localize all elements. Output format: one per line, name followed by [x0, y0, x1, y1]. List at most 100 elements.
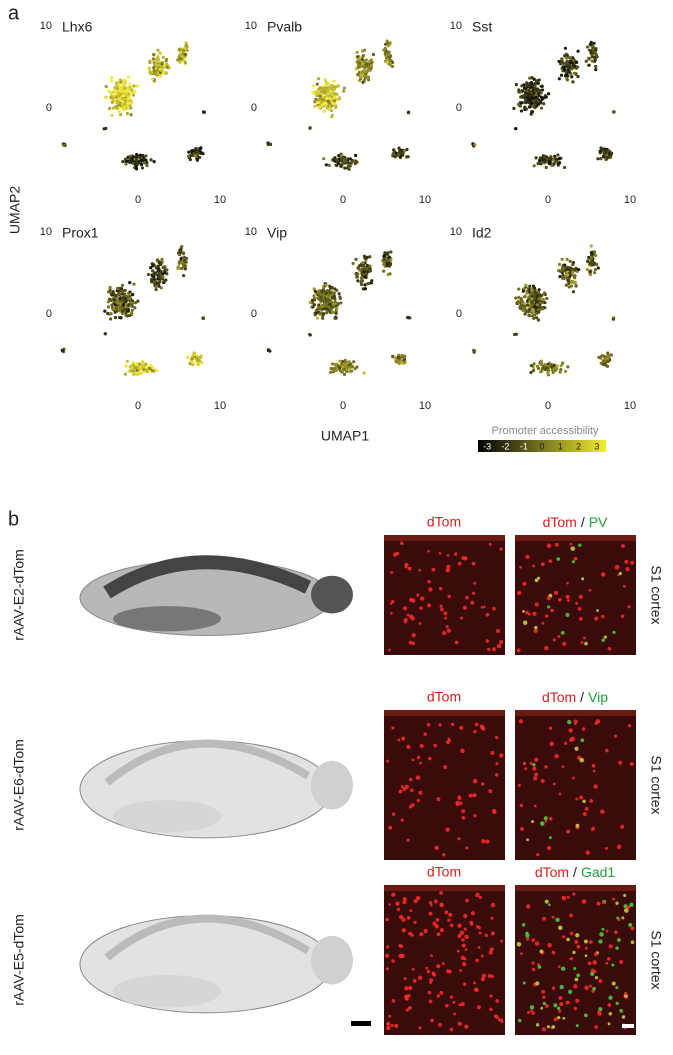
cell — [386, 1026, 390, 1030]
title-separator: / — [580, 689, 584, 705]
cell-point — [121, 160, 124, 163]
cell — [578, 607, 582, 611]
cell-point — [573, 64, 576, 67]
cell — [428, 991, 432, 995]
cell-point — [537, 89, 540, 92]
cell-point — [407, 316, 410, 319]
cell — [460, 617, 463, 620]
cell-point — [595, 263, 598, 266]
cell-point — [203, 111, 206, 114]
cell — [554, 591, 558, 595]
cell-point — [529, 371, 532, 374]
cell — [416, 593, 419, 596]
cell — [526, 937, 529, 940]
cell — [391, 726, 394, 729]
cell — [624, 992, 627, 995]
pia — [515, 885, 636, 891]
cell-point — [389, 54, 392, 57]
cell — [401, 954, 405, 958]
y-tick-label: 10 — [40, 20, 52, 32]
cell — [443, 611, 447, 615]
cell-point — [196, 363, 199, 366]
cell-point — [159, 68, 162, 71]
cell — [538, 965, 542, 969]
cell — [541, 562, 545, 566]
cell-point — [154, 272, 157, 275]
cell-point — [153, 79, 156, 82]
cell — [557, 635, 560, 638]
cell — [499, 753, 504, 758]
cell-point — [322, 87, 325, 90]
cell — [432, 921, 436, 925]
cell-point — [334, 106, 337, 109]
cell — [540, 821, 545, 826]
cell-point — [573, 72, 576, 75]
cell — [419, 607, 422, 610]
cell-point — [566, 365, 569, 368]
cell — [458, 562, 462, 566]
cell — [486, 639, 489, 642]
cell-point — [594, 65, 597, 68]
pia — [515, 535, 636, 541]
brainstem — [113, 800, 221, 832]
cell-point — [527, 287, 530, 290]
cell-point — [519, 305, 522, 308]
cell-point — [383, 254, 386, 257]
cell — [473, 982, 476, 985]
cell-point — [389, 63, 392, 66]
cell — [558, 1010, 561, 1013]
cell-point — [571, 80, 574, 83]
cell-point — [591, 60, 594, 63]
cell-point — [328, 285, 331, 288]
cell — [479, 931, 482, 934]
cell — [571, 546, 575, 550]
cell-point — [567, 282, 570, 285]
cell — [597, 1011, 601, 1015]
cell-point — [540, 107, 543, 110]
cell — [490, 917, 493, 920]
cell — [541, 779, 545, 783]
cell-point — [354, 154, 357, 157]
cell-point — [105, 85, 108, 88]
x-tick-label: 0 — [545, 194, 551, 206]
cell — [553, 783, 556, 786]
cell-point — [590, 251, 593, 254]
brain-section — [80, 741, 353, 838]
cell — [630, 762, 634, 766]
cell-point — [536, 303, 539, 306]
cell — [599, 932, 604, 937]
cell-point — [104, 127, 107, 130]
cell — [627, 905, 631, 909]
cell — [582, 899, 587, 904]
cell-point — [558, 60, 561, 63]
cell — [392, 813, 395, 816]
cell-point — [544, 155, 547, 158]
cell — [411, 633, 415, 637]
cell-point — [389, 250, 392, 253]
cell-point — [318, 106, 321, 109]
cell — [609, 944, 613, 948]
cell — [436, 918, 440, 922]
cell-point — [541, 85, 544, 88]
cell — [617, 918, 620, 921]
cerebellum — [311, 936, 353, 985]
cell-point — [182, 274, 185, 277]
cell — [562, 1017, 565, 1020]
cell-point — [109, 312, 112, 315]
cell-point — [320, 305, 323, 308]
x-tick-label: 10 — [624, 400, 636, 412]
cell — [615, 565, 620, 570]
cell-point — [312, 84, 315, 87]
cell — [605, 847, 608, 850]
cell — [489, 543, 492, 546]
cell-point — [537, 162, 540, 165]
cell — [583, 637, 586, 640]
cell-point — [538, 78, 541, 81]
cell-point — [132, 162, 135, 165]
cell-point — [138, 156, 141, 159]
cell — [547, 1025, 550, 1028]
cell-point — [540, 157, 543, 160]
cell-point — [531, 97, 534, 100]
cell-point — [388, 51, 391, 54]
cell-point — [535, 96, 538, 99]
